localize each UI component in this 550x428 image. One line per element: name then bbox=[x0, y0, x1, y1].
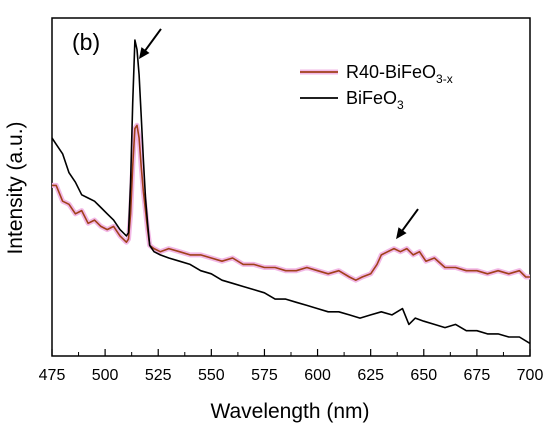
x-tick-label-4: 575 bbox=[251, 367, 278, 384]
x-tick-label-5: 600 bbox=[304, 367, 331, 384]
legend-label-1: BiFeO3 bbox=[346, 88, 404, 112]
plot-frame bbox=[51, 17, 531, 357]
x-tick-label-6: 625 bbox=[357, 367, 384, 384]
peak-arrow-0 bbox=[138, 28, 162, 59]
plot-area bbox=[51, 17, 531, 357]
series-1-line bbox=[51, 39, 531, 345]
legend-label-0: R40-BiFeO3-x bbox=[346, 62, 453, 86]
peak-arrow-1 bbox=[396, 208, 419, 240]
x-tick-label-0: 475 bbox=[39, 367, 66, 384]
panel-label: (b) bbox=[72, 29, 100, 55]
x-axis-label: Wavelength (nm) bbox=[210, 400, 369, 423]
series-0-halo bbox=[52, 122, 530, 283]
annotations bbox=[138, 28, 419, 240]
x-tick-label-2: 525 bbox=[145, 367, 172, 384]
x-tick-label-1: 500 bbox=[92, 367, 119, 384]
y-axis-label: Intensity (a.u.) bbox=[4, 121, 27, 254]
x-tick-label-9: 700 bbox=[517, 367, 544, 384]
x-tick-label-8: 675 bbox=[464, 367, 491, 384]
x-tick-label-3: 550 bbox=[198, 367, 225, 384]
legend-item-1: BiFeO3 bbox=[300, 88, 404, 112]
x-axis: 475 500 525 550 575 600 625 650 675 700 bbox=[39, 349, 544, 384]
x-tick-label-7: 650 bbox=[410, 367, 437, 384]
series-0-line bbox=[52, 124, 530, 281]
legend-item-0: R40-BiFeO3-x bbox=[300, 62, 453, 86]
